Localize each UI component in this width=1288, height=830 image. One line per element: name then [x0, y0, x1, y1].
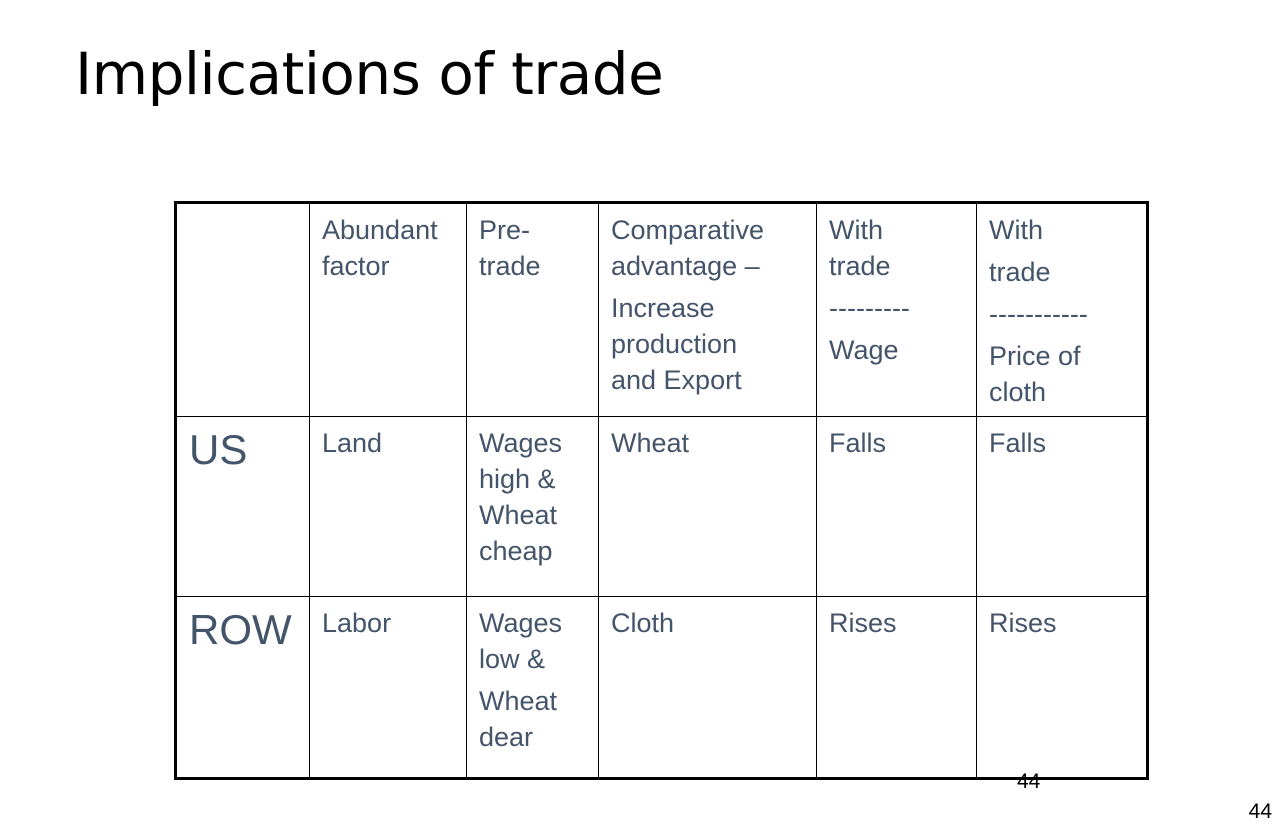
abundant-factor-cell: Labor [309, 596, 467, 779]
cell-line: Wages [479, 428, 563, 458]
cell-line: trade [829, 251, 891, 281]
cell-line: Wheat [479, 686, 558, 716]
cell-line: Rises [989, 608, 1057, 638]
abundant-factor-cell: Land [309, 416, 467, 597]
inner-page-number: 44 [1017, 770, 1041, 793]
cell-line: ----------- [989, 299, 1088, 329]
cell-line: Price of [989, 341, 1081, 371]
cell-line: trade [479, 251, 541, 281]
header-comparative-advantage: Comparative advantage – Increase product… [598, 202, 817, 417]
cell-line: Pre- [479, 215, 531, 245]
cell-line: Wage [829, 335, 899, 365]
table-header-row: Abundant factor Pre- trade Comparative a… [175, 202, 1148, 417]
cell-line: cloth [989, 377, 1047, 407]
cell-line: Wheat [611, 428, 690, 458]
table-row-us: US Land Wages high & Wheat cheap Wheat F… [175, 416, 1148, 597]
cell-line: With [829, 215, 883, 245]
cell-line: Rises [829, 608, 897, 638]
comparative-advantage-cell: Cloth [598, 596, 817, 779]
cell-line: cheap [479, 536, 553, 566]
cell-line: Falls [989, 428, 1047, 458]
cell-line: production [611, 329, 738, 359]
cell-line: factor [322, 251, 390, 281]
pre-trade-cell: Wages low & Wheat dear [466, 596, 599, 779]
cell-line: Wheat [479, 500, 558, 530]
cell-line: high & [479, 464, 556, 494]
cell-line: Land [322, 428, 383, 458]
price-of-cloth-cell: Falls [976, 416, 1148, 597]
wage-cell: Rises [816, 596, 977, 779]
cell-line: Falls [829, 428, 887, 458]
header-with-trade-price: With trade ----------- Price of cloth [976, 202, 1148, 417]
header-abundant-factor: Abundant factor [309, 202, 467, 417]
price-of-cloth-cell: Rises [976, 596, 1148, 779]
header-pre-trade: Pre- trade [466, 202, 599, 417]
cell-line: and Export [611, 365, 742, 395]
slide-title: Implications of trade [75, 40, 664, 108]
cell-line: Wages [479, 608, 563, 638]
table-row-row: ROW Labor Wages low & Wheat dear Cloth R… [175, 596, 1148, 779]
cell-line: --------- [829, 293, 910, 323]
cell-line: low & [479, 644, 546, 674]
cell-line: advantage – [611, 251, 760, 281]
comparative-advantage-cell: Wheat [598, 416, 817, 597]
cell-line: With [989, 215, 1043, 245]
cell-line: Comparative [611, 215, 765, 245]
cell-line: trade [989, 257, 1051, 287]
cell-line: Abundant [322, 215, 438, 245]
cell-line: dear [479, 722, 534, 752]
cell-line: Labor [322, 608, 392, 638]
cell-line: Cloth [611, 608, 675, 638]
header-corner-cell [175, 202, 310, 417]
cell-line: Increase [611, 293, 715, 323]
header-with-trade-wage: With trade --------- Wage [816, 202, 977, 417]
country-label: ROW [175, 596, 310, 779]
pre-trade-cell: Wages high & Wheat cheap [466, 416, 599, 597]
country-label: US [175, 416, 310, 597]
slide-number: 44 [1248, 800, 1272, 823]
wage-cell: Falls [816, 416, 977, 597]
trade-implications-table: Abundant factor Pre- trade Comparative a… [174, 201, 1149, 780]
